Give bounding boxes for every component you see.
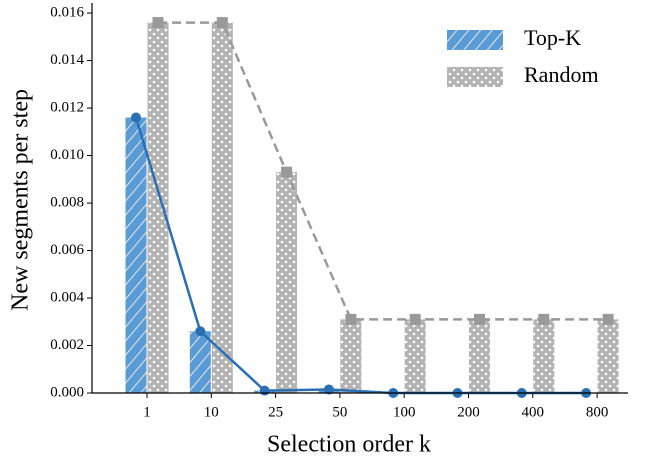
legend-label: Top-K xyxy=(524,25,581,50)
bar-pattern xyxy=(340,319,362,393)
marker xyxy=(195,326,206,337)
bar-pattern xyxy=(147,22,169,394)
legend-label: Random xyxy=(524,62,599,87)
marker xyxy=(474,313,485,325)
marker xyxy=(345,313,357,325)
marker xyxy=(281,166,293,178)
x-tick-label: 400 xyxy=(522,404,545,420)
y-tick-label: 0.000 xyxy=(50,384,84,400)
bar-pattern xyxy=(597,319,619,393)
y-tick-label: 0.002 xyxy=(50,337,84,353)
x-tick-label: 50 xyxy=(332,404,347,420)
marker xyxy=(152,17,164,29)
bar-pattern xyxy=(276,172,298,393)
x-tick-label: 10 xyxy=(204,404,219,420)
y-tick-label: 0.012 xyxy=(50,99,84,115)
marker xyxy=(131,112,141,123)
x-axis-label: Selection order k xyxy=(267,432,431,458)
y-tick-label: 0.004 xyxy=(50,289,84,305)
bar-pattern xyxy=(125,117,147,393)
legend-swatch-pattern xyxy=(447,67,503,87)
marker xyxy=(538,313,550,325)
marker xyxy=(259,385,270,396)
marker xyxy=(323,384,334,395)
marker xyxy=(602,313,614,325)
bar-pattern xyxy=(211,22,233,394)
bar-pattern xyxy=(189,331,211,393)
bar-pattern xyxy=(469,319,490,393)
y-tick-label: 0.010 xyxy=(50,147,84,163)
y-axis-label: New segments per step xyxy=(8,89,34,311)
marker xyxy=(216,17,228,29)
x-tick-label: 1 xyxy=(143,404,151,420)
bar-pattern xyxy=(404,319,426,393)
y-tick-label: 0.006 xyxy=(50,242,84,258)
y-tick-label: 0.008 xyxy=(50,194,84,210)
x-tick-label: 200 xyxy=(457,404,480,420)
y-tick-label: 0.016 xyxy=(50,5,84,21)
x-tick-label: 25 xyxy=(268,404,283,420)
legend-swatch-pattern xyxy=(447,30,503,50)
bar-pattern xyxy=(533,319,555,393)
marker xyxy=(409,313,421,325)
series-line xyxy=(158,21,609,321)
x-tick-label: 800 xyxy=(586,404,609,420)
x-tick-label: 100 xyxy=(393,404,416,420)
y-tick-label: 0.014 xyxy=(50,52,84,68)
